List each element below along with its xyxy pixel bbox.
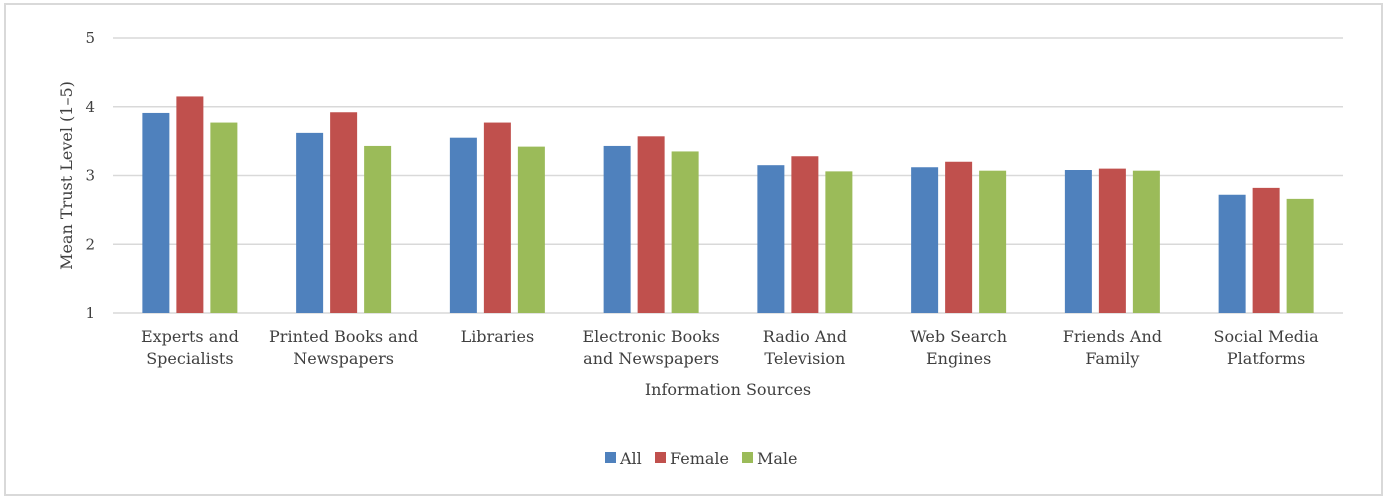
y-axis-title: Mean Trust Level (1–5) (57, 81, 76, 270)
bar-all (603, 145, 631, 313)
bar-all (142, 112, 170, 313)
bar-male (825, 171, 853, 313)
bar-all (1218, 194, 1246, 313)
legend-swatch-male (742, 452, 753, 463)
bar-male (1132, 170, 1160, 313)
legend-label-all: All (619, 449, 642, 468)
bar-all (1064, 170, 1092, 313)
bar-male (979, 170, 1007, 313)
y-tick-label: 3 (85, 167, 95, 185)
bar-male (210, 122, 238, 313)
bar-female (483, 122, 511, 313)
x-tick-label: Social Media Platforms (1214, 327, 1320, 368)
bar-male (517, 146, 545, 313)
legend: All Female Male (605, 449, 798, 468)
x-axis-title: Information Sources (645, 380, 811, 399)
x-tick-label: Libraries (461, 327, 535, 346)
bar-female (1098, 168, 1126, 313)
bar-female (1252, 187, 1280, 313)
legend-swatch-female (655, 452, 666, 463)
bar-female (945, 161, 973, 313)
x-tick-label: Printed Books and Newspapers (269, 327, 418, 368)
y-tick-label: 2 (85, 235, 95, 253)
bars (142, 96, 1314, 313)
x-tick-label: Web Search Engines (910, 327, 1007, 368)
x-axis-ticks: Experts and Specialists Printed Books and N… (141, 327, 1319, 368)
bar-female (330, 112, 358, 313)
y-tick-label: 4 (85, 98, 95, 116)
x-tick-label: Experts and Specialists (141, 327, 239, 368)
bar-male (1286, 198, 1314, 313)
bar-all (449, 137, 477, 313)
legend-swatch-all (605, 452, 616, 463)
x-tick-label: Radio And Television (763, 327, 847, 368)
bar-all (911, 167, 939, 313)
bar-all (296, 132, 324, 313)
y-tick-label: 5 (85, 29, 95, 47)
bar-male (364, 145, 392, 313)
legend-label-female: Female (670, 449, 729, 468)
bar-male (671, 151, 699, 313)
x-tick-label: Electronic Books and Newspapers (582, 327, 719, 368)
bar-female (791, 156, 819, 313)
x-tick-label: Friends And Family (1063, 327, 1162, 368)
bar-female (176, 96, 204, 313)
bar-female (637, 136, 665, 313)
legend-label-male: Male (757, 449, 798, 468)
y-axis-ticks: 1 2 3 4 5 (85, 29, 95, 322)
bar-all (757, 165, 785, 313)
y-tick-label: 1 (85, 304, 95, 322)
